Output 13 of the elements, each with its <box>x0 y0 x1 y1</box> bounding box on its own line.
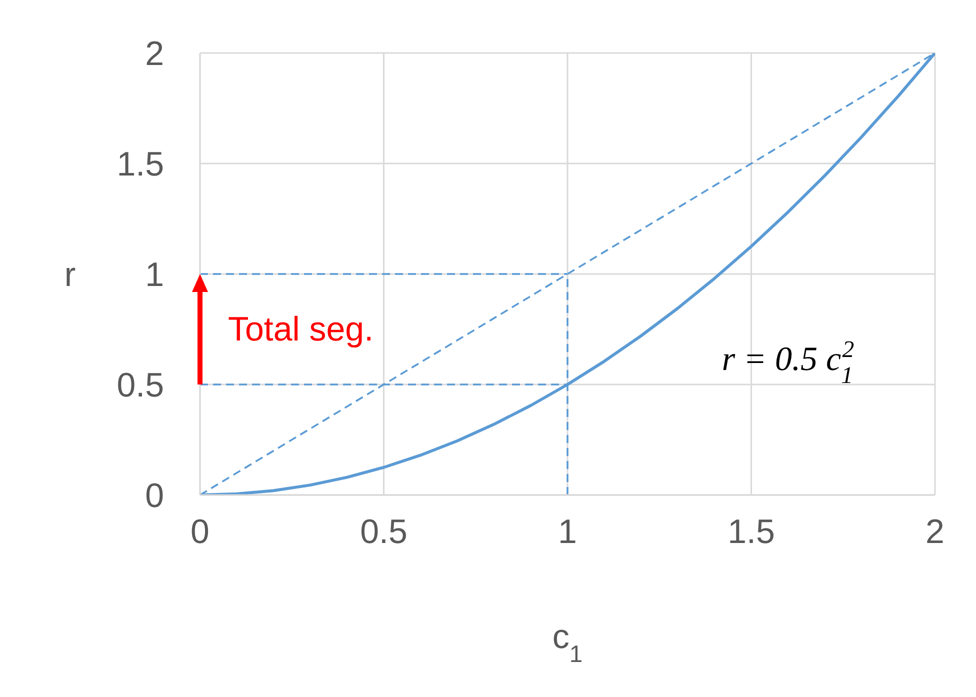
y-tick-label: 2 <box>145 35 164 74</box>
x-axis-title: c$_{1}$ <box>552 618 583 668</box>
x-tick-label: 0 <box>190 513 210 552</box>
y-tick-label: 0.5 <box>116 366 164 405</box>
y-axis-title: r <box>64 256 76 294</box>
y-tick-label: 1 <box>145 256 164 294</box>
x-tick-label: 0.5 <box>360 513 408 552</box>
x-tick-label: 2 <box>926 513 944 552</box>
x-tick-label: 1.5 <box>728 513 775 552</box>
y-tick-label: 0 <box>145 477 164 516</box>
y-tick-label: 1.5 <box>116 146 164 184</box>
annotation: Total seg. <box>228 310 374 348</box>
x-tick-label: 1 <box>558 513 577 552</box>
